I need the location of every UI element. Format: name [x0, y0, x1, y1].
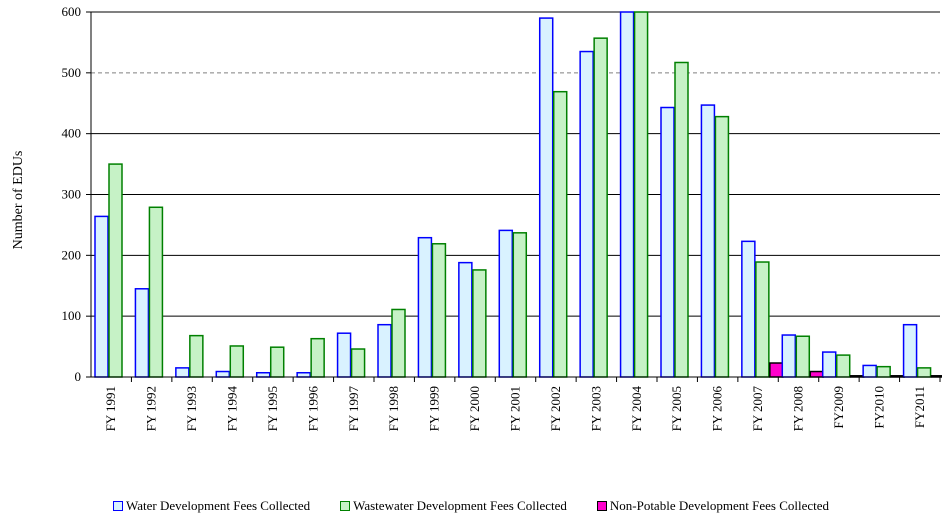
bar	[821, 351, 837, 378]
bar	[336, 332, 352, 378]
x-tick-label: FY 1993	[184, 386, 199, 431]
bar	[134, 288, 150, 378]
bar	[795, 335, 811, 378]
bar	[835, 354, 851, 378]
y-tick-label: 400	[62, 126, 82, 141]
bar-chart: 0 100 200 300 400 500 600 FY 1991 FY 1992 FY 1993…	[11, 4, 942, 431]
y-tick-label: 100	[62, 308, 82, 323]
bar	[417, 236, 433, 378]
bar	[593, 37, 608, 378]
x-tick-label: FY 2002	[548, 386, 563, 431]
y-tick-label: 0	[75, 369, 82, 384]
bar	[674, 61, 689, 378]
bar	[700, 104, 716, 378]
bar	[552, 90, 568, 378]
legend-label: Wastewater Development Fees Collected	[353, 498, 567, 513]
y-axis-title: Number of EDUs	[11, 151, 26, 250]
y-tick-label: 200	[62, 247, 82, 262]
bar	[215, 370, 231, 378]
bar	[876, 365, 891, 378]
bar	[296, 371, 311, 378]
bar	[269, 346, 285, 378]
x-tick-label: FY 1995	[265, 386, 280, 431]
bar	[714, 115, 730, 378]
x-tick-label: FY 1991	[103, 386, 118, 431]
bar	[229, 345, 245, 378]
legend: Water Development Fees Collected Wastewat…	[0, 498, 942, 514]
legend-swatch	[340, 501, 351, 511]
bar	[108, 163, 123, 378]
x-tick-label: FY 1994	[225, 386, 240, 432]
x-tick-label: FY2010	[871, 386, 886, 429]
bar	[431, 243, 447, 378]
x-tick-label: FY 2008	[791, 386, 806, 431]
y-tick-label: 300	[62, 187, 82, 202]
bar	[350, 348, 366, 378]
bar	[512, 232, 528, 378]
legend-swatch	[112, 501, 123, 511]
x-tick-label: FY 2003	[588, 386, 603, 431]
bar	[781, 334, 797, 378]
bar	[175, 367, 190, 378]
bar	[633, 11, 649, 378]
bar	[538, 17, 554, 378]
x-tick-label: FY 2004	[629, 386, 644, 432]
bar	[458, 261, 473, 378]
x-tick-label: FY 2000	[467, 386, 482, 431]
bar	[902, 323, 918, 378]
bar	[769, 362, 784, 378]
x-tick-label: FY2009	[831, 386, 846, 429]
legend-item: Non-Potable Development Fees Collected	[596, 498, 830, 514]
x-tick-label: FY 2001	[508, 386, 523, 431]
y-tick-label: 600	[62, 4, 82, 19]
legend-item: Water Development Fees Collected	[112, 498, 311, 514]
legend-label: Water Development Fees Collected	[125, 498, 311, 513]
bar	[809, 370, 825, 378]
x-tick-label: FY 1999	[427, 386, 442, 431]
gridlines	[91, 11, 940, 317]
bar	[498, 229, 514, 378]
x-tick-label: FY 1997	[346, 386, 361, 432]
bar	[148, 206, 164, 378]
bars	[94, 11, 942, 378]
bar	[579, 50, 594, 378]
x-tick-label: FY 2005	[669, 386, 684, 431]
bar	[862, 364, 877, 378]
bar	[189, 334, 204, 378]
bar	[660, 106, 675, 378]
bar	[472, 269, 487, 378]
x-tick-label: FY 1998	[386, 386, 401, 431]
legend-label: Non-Potable Development Fees Collected	[609, 498, 830, 513]
x-tick-label: FY 2007	[750, 386, 765, 432]
bar	[310, 337, 325, 378]
legend-item: Wastewater Development Fees Collected	[340, 498, 567, 514]
legend-swatch	[596, 501, 607, 511]
bar	[619, 11, 635, 378]
x-tick-label: FY 1992	[144, 386, 159, 431]
bar	[916, 367, 932, 378]
bar	[741, 240, 756, 378]
bar	[755, 261, 770, 378]
x-tick-label: FY 1996	[305, 386, 320, 432]
y-tick-label: 500	[62, 65, 82, 80]
x-tick-label: FY2011	[912, 386, 927, 428]
axes: 0 100 200 300 400 500 600 FY 1991 FY 1992 FY 1993…	[62, 4, 941, 431]
bar	[255, 371, 271, 378]
bar	[391, 308, 406, 378]
bar	[377, 323, 392, 378]
x-tick-label: FY 2006	[710, 386, 725, 432]
bar	[94, 215, 109, 378]
